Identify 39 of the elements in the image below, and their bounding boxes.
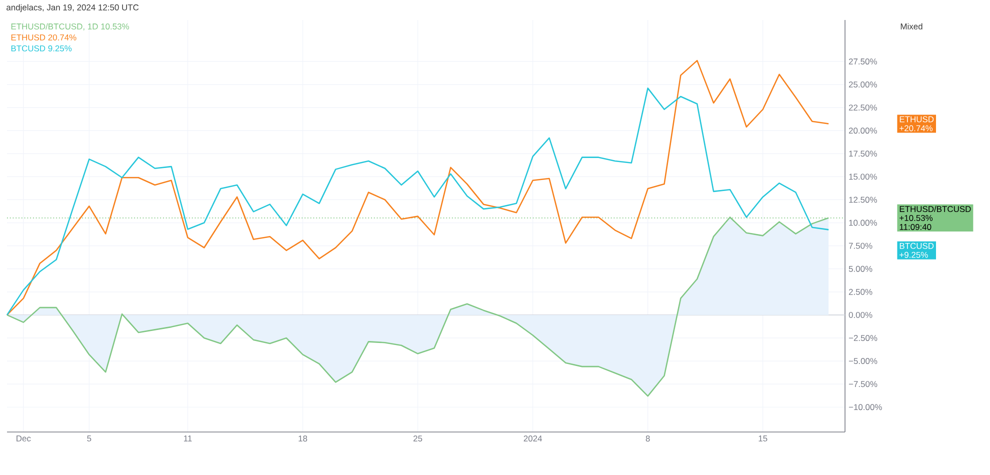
y-tick-label: 12.50% bbox=[849, 196, 877, 203]
y-tick-label: 25.00% bbox=[848, 82, 877, 88]
text: Mixed bbox=[900, 23, 922, 30]
text: 11:09:40 bbox=[900, 224, 932, 230]
y-tick-label: 27.50% bbox=[848, 58, 877, 64]
text: ETHUSD bbox=[900, 116, 934, 122]
y-tick-label: 2.50% bbox=[848, 288, 872, 295]
x-tick-label: 11 bbox=[184, 436, 192, 442]
x-tick-label: 15 bbox=[758, 436, 768, 442]
y-tick-label: 22.50% bbox=[848, 104, 877, 111]
x-tick-label: 25 bbox=[414, 436, 422, 442]
annotation: 20.74% bbox=[48, 34, 76, 40]
x-tick-label: 5 bbox=[87, 436, 92, 442]
y-tick-label: 0.00% bbox=[848, 312, 872, 318]
text: +9.25% bbox=[900, 252, 928, 258]
y-tick-label: −5.00% bbox=[848, 358, 878, 364]
y-tick-label: 10.00% bbox=[849, 220, 877, 226]
y-tick-label: 17.50% bbox=[849, 150, 877, 157]
text: +20.74% bbox=[900, 125, 933, 132]
x-tick-label: 8 bbox=[646, 436, 650, 442]
y-tick-label: −2.50% bbox=[848, 334, 878, 341]
text: BTCUSD bbox=[900, 242, 934, 249]
y-tick-label: 7.50% bbox=[848, 242, 872, 249]
text: ETHUSD bbox=[11, 34, 46, 40]
x-tick-label: 18 bbox=[298, 436, 308, 442]
annotation: 9.25% bbox=[48, 45, 72, 52]
y-tick-label: 20.00% bbox=[848, 128, 877, 134]
y-tick-label: 5.00% bbox=[848, 266, 872, 272]
annotation: 10.53% bbox=[101, 23, 130, 30]
text: ETHUSD/BTCUSD bbox=[900, 206, 971, 212]
y-tick-label: 15.00% bbox=[849, 174, 877, 180]
y-tick-label: −10.00% bbox=[848, 404, 882, 410]
text: ETHUSD/BTCUSD, 1D bbox=[11, 23, 98, 30]
text: BTCUSD bbox=[11, 45, 46, 52]
x-tick-label: Dec bbox=[16, 436, 31, 442]
text: +10.53% bbox=[900, 215, 933, 221]
x-tick-label: 2024 bbox=[524, 436, 542, 442]
y-tick-label: −7.50% bbox=[848, 381, 878, 388]
text: andjelacs, Jan 19, 2024 12:50 UTC bbox=[6, 4, 139, 12]
